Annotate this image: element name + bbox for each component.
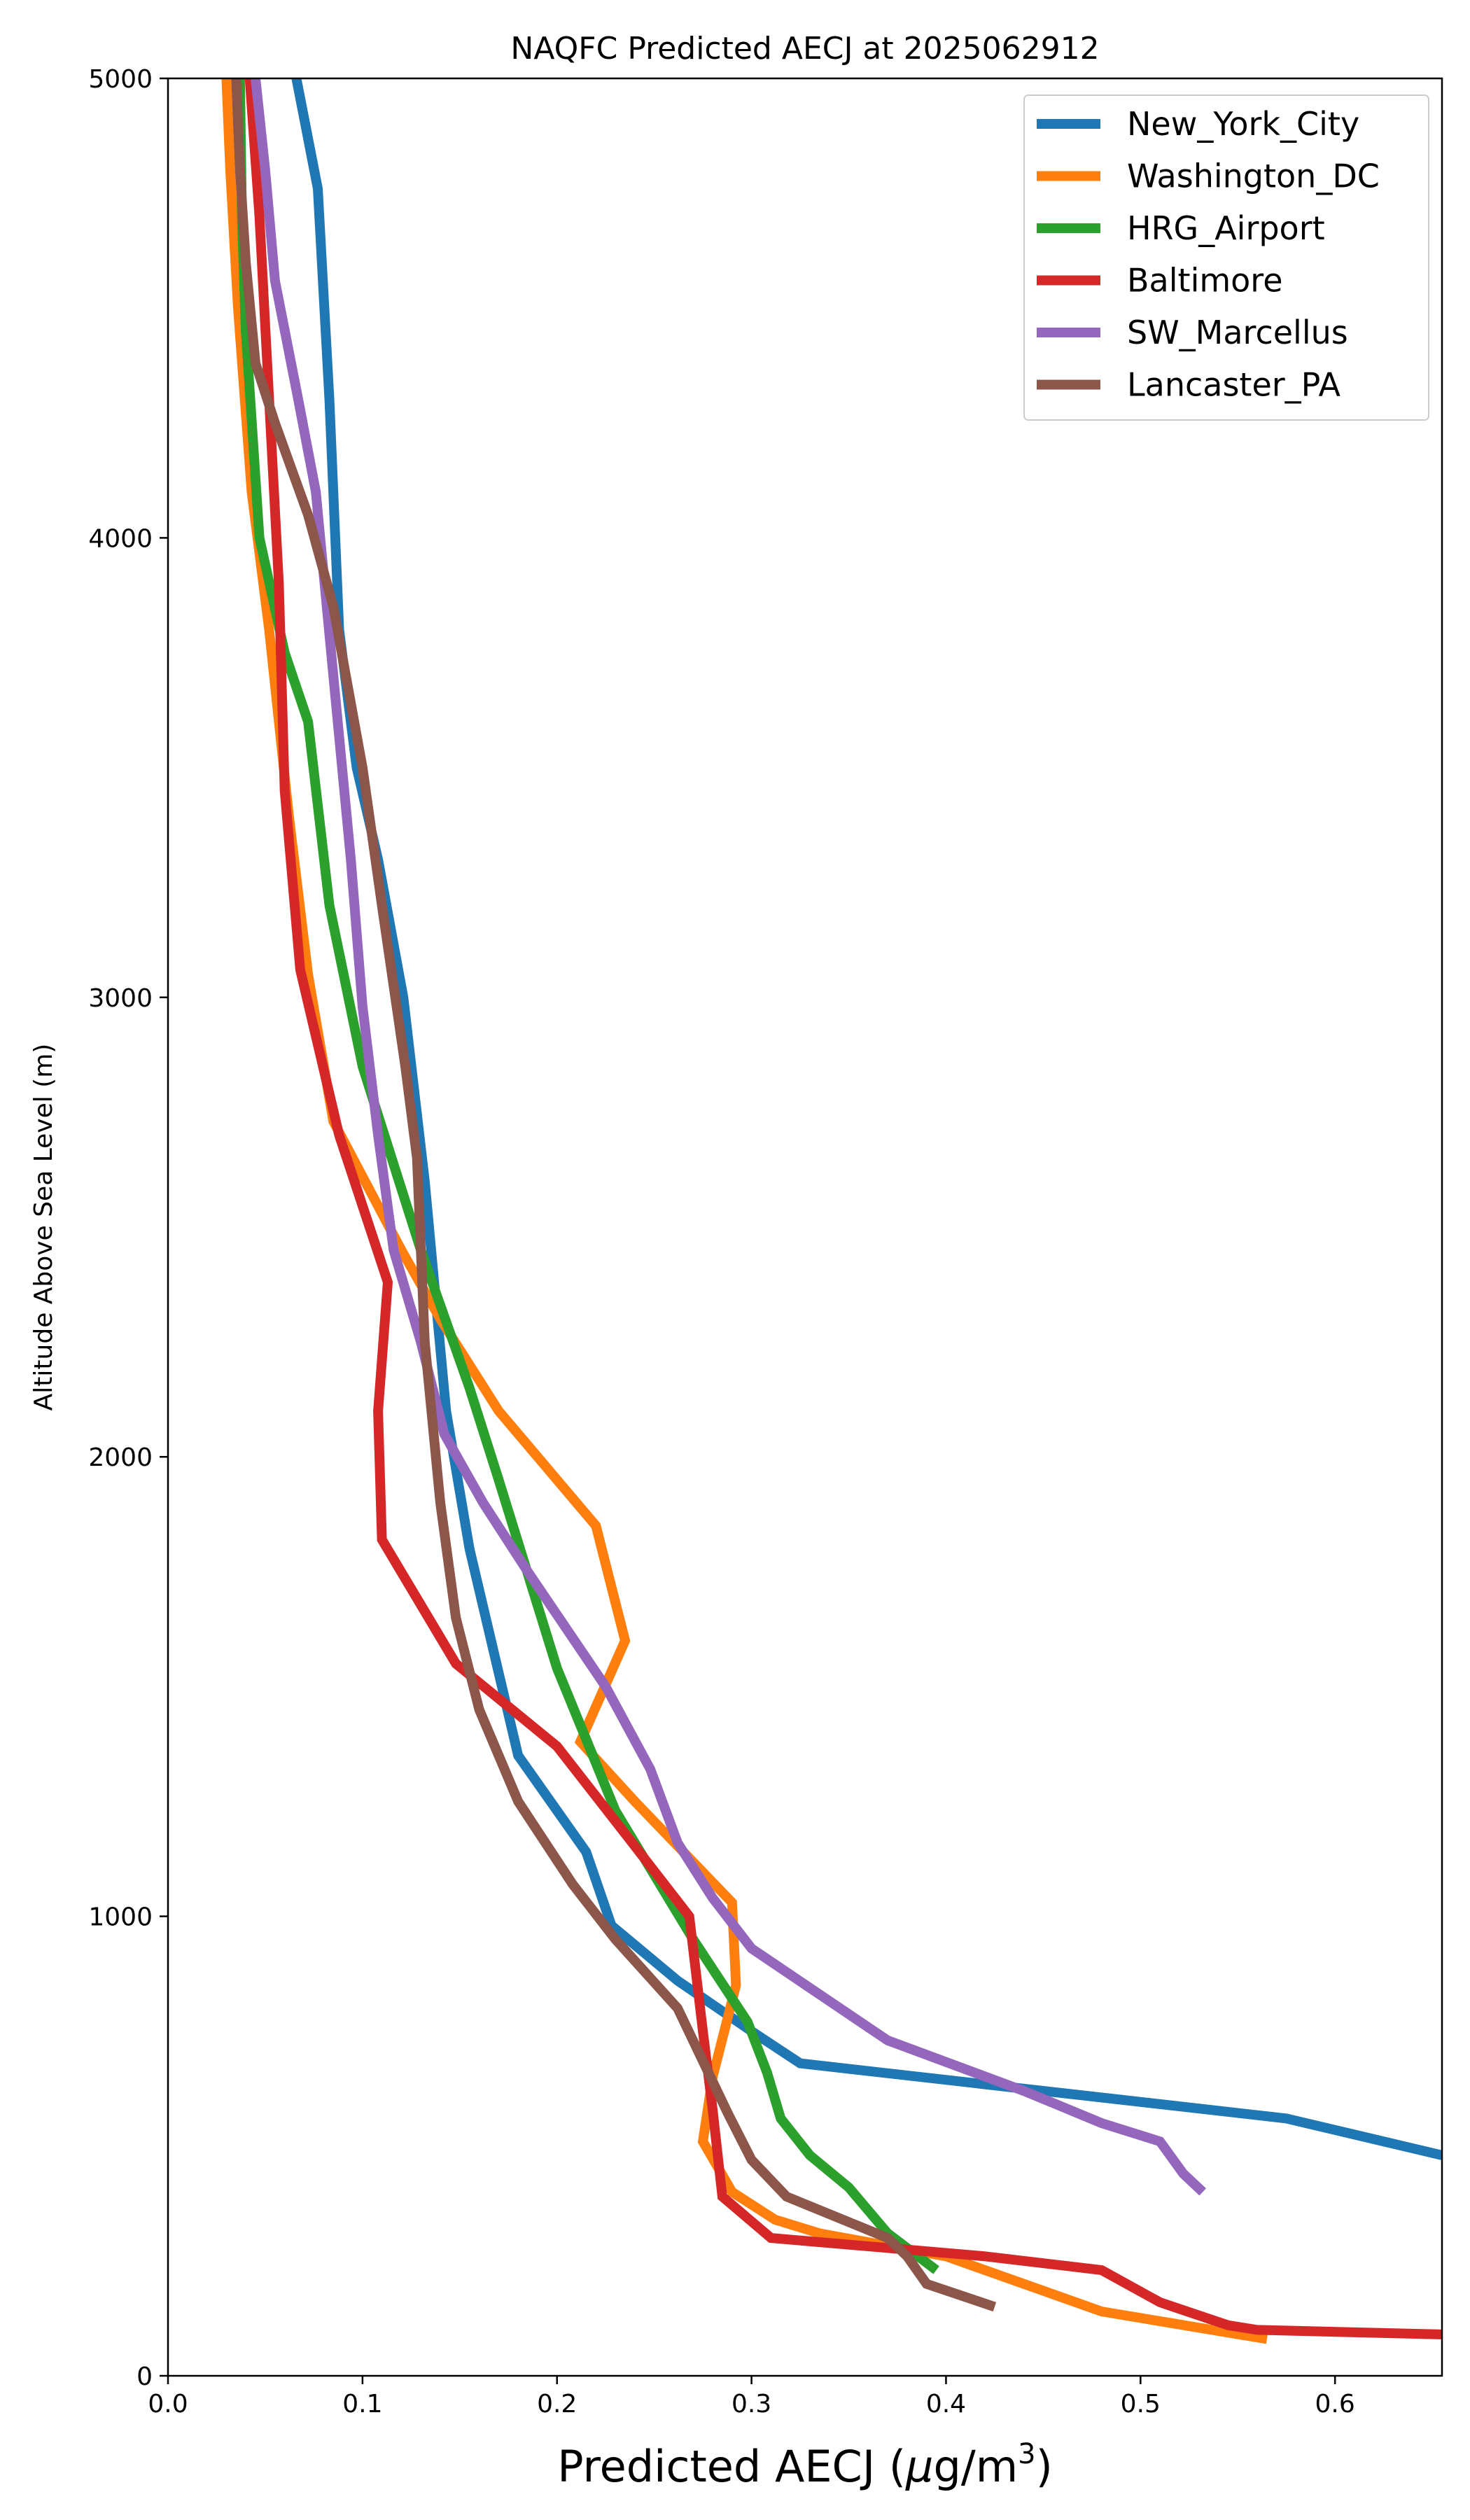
series-layer [221, 78, 1442, 2344]
series-line-new-york-city [291, 78, 1442, 2160]
plot-area-frame [167, 77, 1443, 2377]
series-line-lancaster-pa [231, 78, 997, 2312]
x-tick-label: 0.3 [732, 2390, 771, 2418]
legend-label-baltimore: Baltimore [1127, 262, 1283, 300]
legend-box [1023, 94, 1429, 421]
x-axis-label-unit: g/m [933, 2441, 1018, 2492]
y-axis-ticks: 0 1000 2000 3000 4000 5000 [88, 65, 168, 2391]
x-axis-ticks: 0.0 0.1 0.2 0.3 0.4 0.5 0.6 [148, 2376, 1355, 2418]
chart-title: NAQFC Predicted AECJ at 2025062912 [510, 31, 1099, 66]
y-tick-label: 5000 [88, 65, 153, 94]
x-tick-label: 0.1 [342, 2390, 382, 2418]
y-tick-label: 4000 [88, 524, 153, 553]
x-axis-label-mu: μ [905, 2441, 933, 2492]
y-axis-label: Altitude Above Sea Level (m) [29, 1044, 58, 1411]
x-axis-label: Predicted AECJ (μg/m3) [557, 2438, 1053, 2492]
x-axis-label-main: Predicted AECJ ( [557, 2441, 906, 2492]
legend-label-sw-marcellus: SW_Marcellus [1127, 314, 1348, 351]
series-line-washington-dc [221, 78, 1268, 2344]
legend-label-washington-dc: Washington_DC [1127, 158, 1380, 195]
y-tick-label: 2000 [88, 1443, 153, 1472]
legend-label-lancaster-pa: Lancaster_PA [1127, 366, 1340, 404]
x-axis-label-close: ) [1036, 2441, 1053, 2492]
legend: New_York_City Washington_DC HRG_Airport Bal… [1023, 94, 1429, 421]
legend-label-hrg-airport: HRG_Airport [1127, 209, 1325, 247]
x-tick-label: 0.0 [148, 2390, 188, 2418]
x-tick-label: 0.2 [537, 2390, 577, 2418]
legend-label-new-york-city: New_York_City [1127, 105, 1359, 143]
series-line-baltimore [244, 78, 1442, 2339]
x-tick-label: 0.5 [1121, 2390, 1161, 2418]
x-tick-label: 0.4 [926, 2390, 966, 2418]
y-tick-label: 0 [136, 2362, 153, 2391]
series-line-hrg-airport [234, 78, 939, 2274]
series-line-sw-marcellus [251, 78, 1207, 2196]
x-tick-label: 0.6 [1315, 2390, 1355, 2418]
y-tick-label: 3000 [88, 984, 153, 1013]
y-tick-label: 1000 [88, 1903, 153, 1932]
x-axis-label-superscript: 3 [1018, 2438, 1035, 2470]
